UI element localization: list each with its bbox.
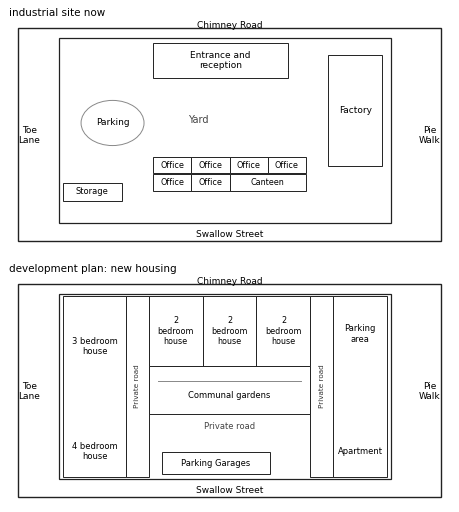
Bar <box>149 296 202 367</box>
Text: Factory: Factory <box>339 106 372 115</box>
Text: Office: Office <box>237 160 261 169</box>
Bar <box>59 38 392 223</box>
Text: Swallow Street: Swallow Street <box>196 230 263 239</box>
Bar <box>18 284 441 497</box>
Text: development plan: new housing: development plan: new housing <box>9 264 177 273</box>
Text: Office: Office <box>160 178 184 187</box>
Text: Yard: Yard <box>188 116 208 125</box>
Text: 2
bedroom
house: 2 bedroom house <box>157 316 194 346</box>
Bar <box>333 296 387 477</box>
Bar <box>126 296 149 477</box>
Text: Private road: Private road <box>204 422 255 431</box>
Bar <box>191 175 230 191</box>
Text: Parking: Parking <box>96 118 129 127</box>
Bar <box>63 183 122 201</box>
Text: 2
bedroom
house: 2 bedroom house <box>211 316 248 346</box>
Bar <box>257 296 310 367</box>
Text: Apartment: Apartment <box>337 447 382 456</box>
Text: Storage: Storage <box>76 187 109 197</box>
Text: Canteen: Canteen <box>251 178 285 187</box>
Bar <box>18 28 441 241</box>
Bar <box>153 175 191 191</box>
Text: Toe
Lane: Toe Lane <box>18 126 40 145</box>
Text: 4 bedroom
house: 4 bedroom house <box>72 442 118 461</box>
Text: Office: Office <box>198 178 222 187</box>
Text: Office: Office <box>160 160 184 169</box>
Text: Pie
Walk: Pie Walk <box>419 126 441 145</box>
Text: Parking
area: Parking area <box>344 324 375 344</box>
Bar <box>162 452 270 474</box>
Text: Pie
Walk: Pie Walk <box>419 382 441 401</box>
Bar <box>268 157 306 173</box>
Bar <box>63 296 126 477</box>
Bar <box>310 296 333 477</box>
Bar <box>329 55 382 166</box>
Bar <box>59 294 392 479</box>
Bar <box>191 157 230 173</box>
Text: Private road: Private road <box>134 365 140 409</box>
Text: Office: Office <box>198 160 222 169</box>
Text: Communal gardens: Communal gardens <box>188 391 271 400</box>
Bar <box>230 157 268 173</box>
Text: Chimney Road: Chimney Road <box>197 20 262 30</box>
Text: Chimney Road: Chimney Road <box>197 276 262 286</box>
Text: industrial site now: industrial site now <box>9 8 105 17</box>
Text: Parking Garages: Parking Garages <box>181 459 251 467</box>
Text: Swallow Street: Swallow Street <box>196 486 263 495</box>
Bar <box>153 42 288 78</box>
Text: Private road: Private road <box>319 365 325 409</box>
Ellipse shape <box>81 100 144 145</box>
Text: Entrance and
reception: Entrance and reception <box>190 51 251 70</box>
Text: 2
bedroom
house: 2 bedroom house <box>265 316 302 346</box>
Bar <box>202 296 257 367</box>
Text: Toe
Lane: Toe Lane <box>18 382 40 401</box>
Bar <box>149 367 310 414</box>
Bar <box>153 157 191 173</box>
Text: Office: Office <box>275 160 299 169</box>
Bar <box>230 175 306 191</box>
Text: 3 bedroom
house: 3 bedroom house <box>72 337 118 356</box>
